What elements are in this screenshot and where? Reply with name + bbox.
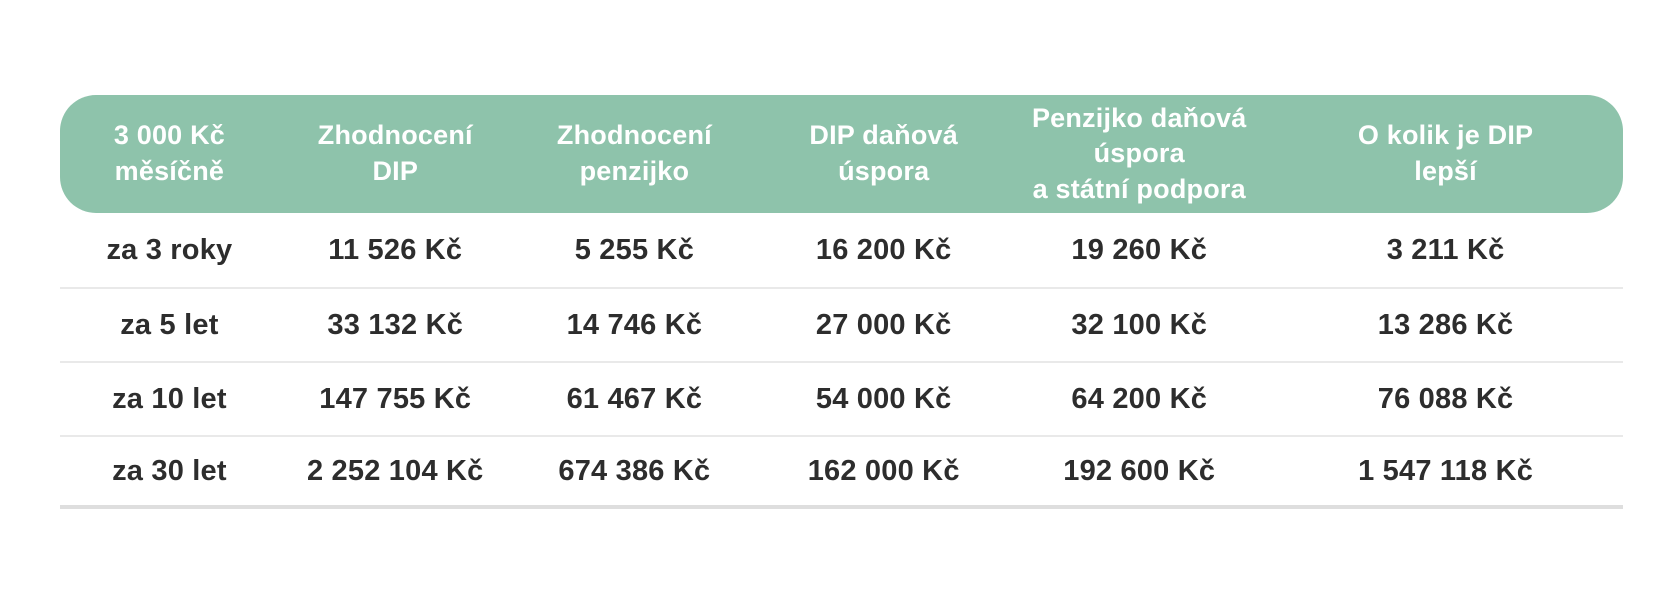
table-cell-period: za 30 let [112, 454, 227, 487]
table-cell: 33 132 Kč [327, 308, 464, 341]
table-row: za 30 let 2 252 104 Kč 674 386 Kč 162 00… [60, 435, 1623, 509]
table-row: za 5 let 33 132 Kč 14 746 Kč 27 000 Kč 3… [60, 287, 1623, 361]
column-header-zhodnoceni-dip: Zhodnocení DIP [317, 120, 473, 186]
table-body: za 3 roky 11 526 Kč 5 255 Kč 16 200 Kč 1… [60, 213, 1623, 509]
column-header-o-kolik-je-dip-lepsi: O kolik je DIP lepší [1357, 120, 1534, 186]
table-cell-period: za 3 roky [106, 233, 233, 266]
table-cell: 147 755 Kč [319, 382, 472, 415]
table-cell: 3 211 Kč [1386, 233, 1505, 266]
table-header-row: 3 000 Kč měsíčně Zhodnocení DIP Zhodnoce… [60, 95, 1623, 213]
table-cell: 54 000 Kč [815, 382, 952, 415]
table-cell: 61 467 Kč [566, 382, 703, 415]
column-header-zhodnoceni-penzijko: Zhodnocení penzijko [556, 120, 712, 186]
table-cell: 19 260 Kč [1071, 233, 1208, 266]
table-cell: 1 547 118 Kč [1358, 454, 1534, 487]
column-header-dip-danova-uspora: DIP daňová úspora [809, 120, 958, 186]
table-cell: 2 252 104 Kč [306, 454, 484, 487]
table-cell: 162 000 Kč [807, 454, 960, 487]
table-cell: 76 088 Kč [1377, 382, 1514, 415]
table-cell: 13 286 Kč [1377, 308, 1514, 341]
table-row: za 10 let 147 755 Kč 61 467 Kč 54 000 Kč… [60, 361, 1623, 435]
table-cell: 64 200 Kč [1071, 382, 1208, 415]
table-cell: 16 200 Kč [815, 233, 952, 266]
table-cell-period: za 10 let [112, 382, 227, 415]
table-cell: 674 386 Kč [558, 454, 711, 487]
dip-vs-penzijko-comparison-table: 3 000 Kč měsíčně Zhodnocení DIP Zhodnoce… [60, 95, 1623, 509]
table-cell: 32 100 Kč [1071, 308, 1208, 341]
table-cell: 192 600 Kč [1063, 454, 1216, 487]
table-row: za 3 roky 11 526 Kč 5 255 Kč 16 200 Kč 1… [60, 213, 1623, 287]
column-header-penzijko-uspora-podpora: Penzijko daňová úspora a státní podpora [1031, 102, 1247, 204]
column-header-monthly-amount: 3 000 Kč měsíčně [113, 120, 225, 186]
table-cell: 5 255 Kč [574, 233, 695, 266]
table-cell-period: za 5 let [120, 308, 219, 341]
table-cell: 11 526 Kč [328, 233, 463, 266]
table-cell: 27 000 Kč [815, 308, 952, 341]
table-cell: 14 746 Kč [566, 308, 703, 341]
